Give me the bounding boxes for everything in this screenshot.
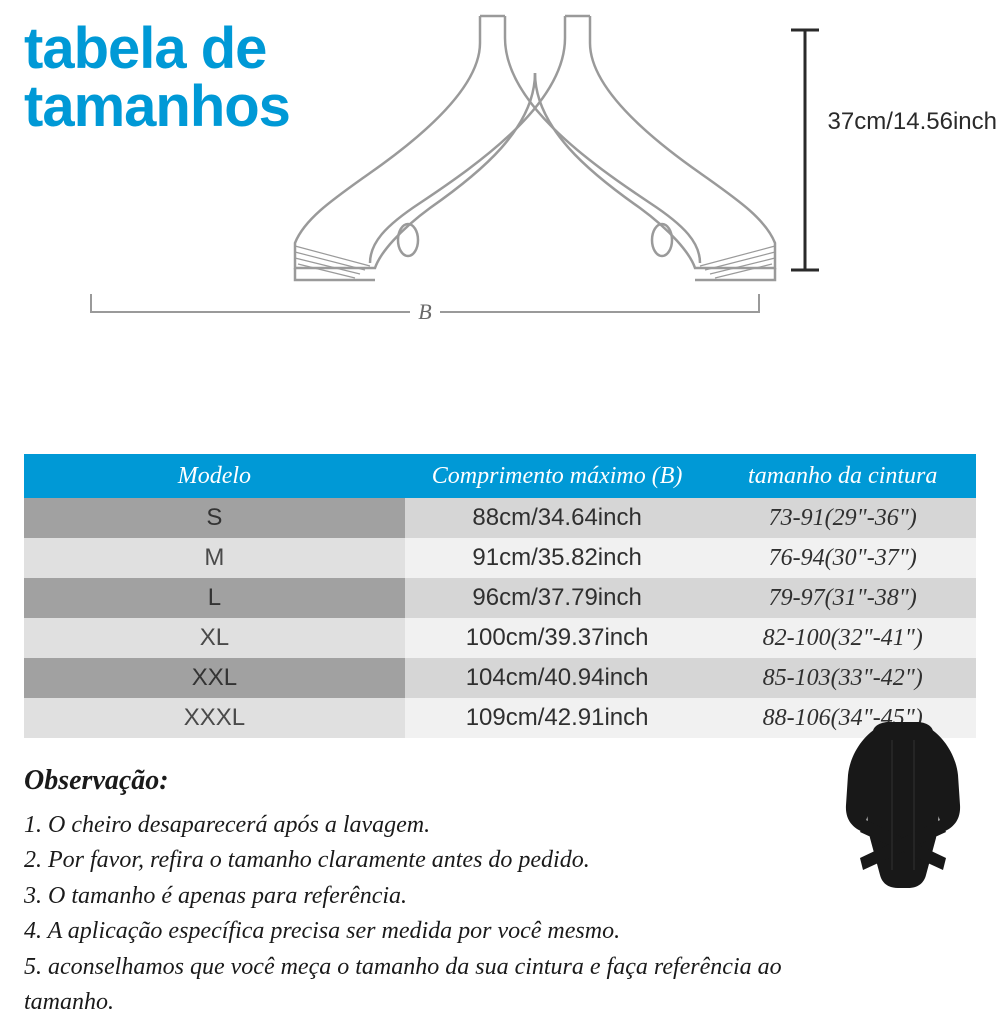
cell-model: S — [24, 498, 405, 538]
height-marker-icon — [785, 25, 825, 275]
cell-model: M — [24, 538, 405, 578]
note-item: 4. A aplicação específica precisa ser me… — [24, 914, 806, 950]
cell-length: 100cm/39.37inch — [405, 618, 710, 658]
title-line-2: tamanhos — [24, 74, 290, 139]
header-cintura: tamanho da cintura — [709, 454, 976, 498]
cell-length: 91cm/35.82inch — [405, 538, 710, 578]
cell-length: 104cm/40.94inch — [405, 658, 710, 698]
cell-model: L — [24, 578, 405, 618]
product-image-icon — [828, 720, 978, 890]
table-row: XXL104cm/40.94inch85-103(33"-42") — [24, 658, 976, 698]
cell-model: XXL — [24, 658, 405, 698]
width-b-label: B — [410, 299, 439, 325]
table-row: M91cm/35.82inch76-94(30"-37") — [24, 538, 976, 578]
cell-waist: 85-103(33"-42") — [709, 658, 976, 698]
brace-diagram-icon — [280, 8, 790, 293]
height-measurement-label: 37cm/14.56inch — [828, 108, 997, 136]
cell-waist: 82-100(32"-41") — [709, 618, 976, 658]
cell-length: 96cm/37.79inch — [405, 578, 710, 618]
cell-length: 109cm/42.91inch — [405, 698, 710, 738]
width-marker: B — [90, 300, 760, 324]
header-modelo: Modelo — [24, 454, 405, 498]
cell-model: XXXL — [24, 698, 405, 738]
table-row: XL100cm/39.37inch82-100(32"-41") — [24, 618, 976, 658]
cell-model: XL — [24, 618, 405, 658]
title-line-1: tabela de — [24, 16, 266, 81]
cell-waist: 76-94(30"-37") — [709, 538, 976, 578]
cell-length: 88cm/34.64inch — [405, 498, 710, 538]
cell-waist: 79-97(31"-38") — [709, 578, 976, 618]
size-table-container: Modelo Comprimento máximo (B) tamanho da… — [24, 454, 976, 738]
note-item: 5. aconselhamos que você meça o tamanho … — [24, 950, 806, 1021]
note-item: 1. O cheiro desaparecerá após a lavagem. — [24, 808, 806, 844]
header-comprimento: Comprimento máximo (B) — [405, 454, 710, 498]
size-table: Modelo Comprimento máximo (B) tamanho da… — [24, 454, 976, 738]
note-item: 2. Por favor, refira o tamanho clarament… — [24, 843, 806, 879]
cell-waist: 73-91(29"-36") — [709, 498, 976, 538]
notes-title: Observação: — [24, 760, 806, 801]
note-item: 3. O tamanho é apenas para referência. — [24, 879, 806, 915]
table-row: L96cm/37.79inch79-97(31"-38") — [24, 578, 976, 618]
table-row: S88cm/34.64inch73-91(29"-36") — [24, 498, 976, 538]
